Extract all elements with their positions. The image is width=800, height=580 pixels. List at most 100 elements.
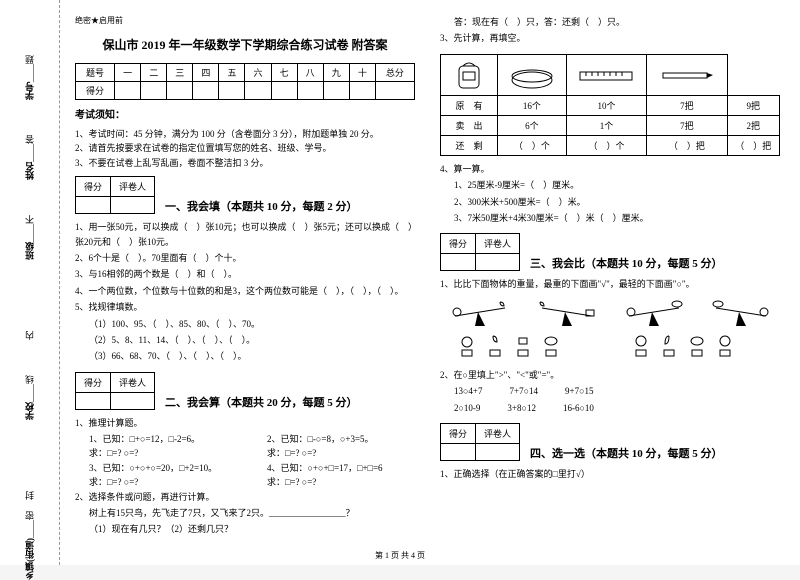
cell: （ ）个 <box>566 135 646 155</box>
page: 学号____题 姓名____答 班级____不 内 学校____线 封 乡镇(街… <box>0 0 800 565</box>
binding-margin: 学号____题 姓名____答 班级____不 内 学校____线 封 乡镇(街… <box>0 0 60 565</box>
cell: 16个 <box>498 95 567 115</box>
marker-cell: 得分 <box>441 423 476 443</box>
shape-group <box>627 332 767 358</box>
th: 十 <box>349 64 375 82</box>
balance-icon <box>619 296 689 328</box>
notice-item: 1、考试时间：45 分钟，满分为 100 分（含卷面分 3 分），附加题单独 2… <box>75 127 415 141</box>
balance-icon <box>445 296 515 328</box>
q2-ans: 答：现在有（ ）只，答：还剩（ ）只。 <box>440 15 780 29</box>
binding-label: 姓名 <box>23 162 36 180</box>
q3b: 2、在○里填上">"、"<"或"="。 13○4+7 7+7○14 9+7○15… <box>440 368 780 417</box>
binding-label: 学号 <box>23 82 36 100</box>
q3b-b: 2○10-9 3+8○12 16-6○10 <box>440 401 780 415</box>
th: 总分 <box>375 64 414 82</box>
part2-title: 二、我会算（本题共 20 分，每题 5 分） <box>165 394 358 410</box>
q2-1-2b: 求：□=? ○=? <box>267 446 415 460</box>
row-label: 得分 <box>76 82 115 100</box>
binding-slot: 姓名____答 <box>23 100 36 180</box>
cell: 9把 <box>727 95 779 115</box>
binding-slot: 乡镇(街道)____密 <box>23 500 36 580</box>
backpack-icon <box>441 54 498 95</box>
cell: 10个 <box>566 95 646 115</box>
q1-5c: （3）66、68、70、（ ）、（ ）、（ ）。 <box>75 349 415 363</box>
q2-2a: 树上有15只鸟，先飞走了7只，又飞来了2只。_________________？ <box>75 506 415 520</box>
q2-3: 3、先计算，再填空。 <box>440 31 780 45</box>
q2-1-1: 1、已知：□+○=12，□-2=6。 <box>89 432 237 446</box>
th: 六 <box>245 64 271 82</box>
part4-title: 四、选一选（本题共 10 分，每题 5 分） <box>530 445 723 461</box>
left-column: 绝密★启用前 保山市 2019 年一年级数学下学期综合练习试卷 附答案 题号 一… <box>75 15 415 555</box>
q2-1-4b: 求：□=? ○=? <box>267 475 415 489</box>
content-columns: 绝密★启用前 保山市 2019 年一年级数学下学期综合练习试卷 附答案 题号 一… <box>60 0 800 565</box>
marker-cell: 得分 <box>441 234 476 254</box>
binding-label: 乡镇(街道) <box>23 538 36 580</box>
notice-item: 2、请首先按要求在试卷的指定位置填写您的姓名、班级、学号。 <box>75 141 415 155</box>
secret-label: 绝密★启用前 <box>75 15 415 26</box>
part-header: 得分评卷人 二、我会算（本题共 20 分，每题 5 分） <box>75 372 415 410</box>
cell: 2把 <box>727 115 779 135</box>
marker-cell: 评卷人 <box>111 372 155 392</box>
notice-title: 考试须知： <box>75 106 415 121</box>
part-header: 得分评卷人 四、选一选（本题共 10 分，每题 5 分） <box>440 423 780 461</box>
balance-row-1 <box>440 296 780 328</box>
cell: 7把 <box>647 115 727 135</box>
q2-1-3b: 求：□=? ○=? <box>89 475 237 489</box>
balance-icon <box>706 296 776 328</box>
q2-1-4: 4、已知：○+○+□=17，□+□=6 <box>267 461 415 475</box>
q2-1-3: 3、已知：○+○+○=20，□+2=10。 <box>89 461 237 475</box>
th: 一 <box>115 64 141 82</box>
binding-slot: 内 <box>23 260 36 340</box>
q4-a: 1、25厘米-9厘米=（ ）厘米。 <box>440 178 780 192</box>
part-header: 得分评卷人 三、我会比（本题共 10 分，每题 5 分） <box>440 233 780 271</box>
q4-b: 2、300米米+500厘米=（ ）米。 <box>440 195 780 209</box>
q2-2b: （1）现在有几只？（2）还剩几只？ <box>75 522 415 536</box>
q2-2: 2、选择条件或问题，再进行计算。 <box>75 490 415 504</box>
cell: （ ）把 <box>647 135 727 155</box>
q1-3: 3、与16相邻的两个数是（ ）和（ ）。 <box>75 267 415 281</box>
th: 二 <box>141 64 167 82</box>
marker-box: 得分评卷人 <box>440 233 520 271</box>
q1-2: 2、6个十是（ ）。70里面有（ ）个十。 <box>75 251 415 265</box>
cell: 1个 <box>566 115 646 135</box>
cell: 6个 <box>498 115 567 135</box>
marker-cell: 得分 <box>76 372 111 392</box>
part3-title: 三、我会比（本题共 10 分，每题 5 分） <box>530 255 723 271</box>
q4-t: 4、算一算。 <box>440 162 780 176</box>
notice-list: 1、考试时间：45 分钟，满分为 100 分（含卷面分 3 分），附加题单独 2… <box>75 127 415 170</box>
th: 八 <box>297 64 323 82</box>
q3-1: 1、比比下面物体的重量，最重的下面画"√"，最轻的下面画"○"。 <box>440 277 780 291</box>
pencilcase-icon <box>498 54 567 95</box>
binding-slot: 学校____线 <box>23 340 36 420</box>
marker-box: 得分评卷人 <box>75 372 155 410</box>
th: 三 <box>167 64 193 82</box>
marker-box: 得分评卷人 <box>75 176 155 214</box>
q1-4: 4、一个两位数，个位数与十位数的和是3，这个两位数可能是（ ），（ ），（ ）。 <box>75 284 415 298</box>
binding-label: 班级 <box>23 242 36 260</box>
balance-icon <box>532 296 602 328</box>
q1: 1、用一张50元，可以换成（ ）张10元；也可以换成（ ）张5元；还可以换成（ … <box>75 220 415 366</box>
th: 九 <box>323 64 349 82</box>
ruler-icon <box>566 54 646 95</box>
cell: 原 有 <box>441 95 498 115</box>
marker-cell: 评卷人 <box>111 177 155 197</box>
q2-1-2: 2、已知：□-○=8，○+3=5。 <box>267 432 415 446</box>
q1-5a: （1）100、95、（ ）、85、80、（ ）、70。 <box>75 317 415 331</box>
cell: 7把 <box>647 95 727 115</box>
q1-5: 5、找规律填数。 <box>75 300 415 314</box>
exam-title: 保山市 2019 年一年级数学下学期综合练习试卷 附答案 <box>75 36 415 53</box>
cell: 还 剩 <box>441 135 498 155</box>
shape-group <box>453 332 593 358</box>
page-number: 第 1 页 共 4 页 <box>375 550 425 561</box>
q4-c: 3、7米50厘米+4米30厘米=（ ）米（ ）厘米。 <box>440 211 780 225</box>
notice-item: 3、不要在试卷上乱写乱画，卷面不整洁扣 3 分。 <box>75 156 415 170</box>
q3: 1、比比下面物体的重量，最重的下面画"√"，最轻的下面画"○"。 <box>440 277 780 361</box>
cell: 卖 出 <box>441 115 498 135</box>
marker-box: 得分评卷人 <box>440 423 520 461</box>
q3b-t: 2、在○里填上">"、"<"或"="。 <box>440 368 780 382</box>
q4calc: 4、算一算。 1、25厘米-9厘米=（ ）厘米。 2、300米米+500厘米=（… <box>440 162 780 228</box>
binding-slot: 班级____不 <box>23 180 36 260</box>
marker-cell: 评卷人 <box>476 234 520 254</box>
th: 五 <box>219 64 245 82</box>
part-header: 得分评卷人 一、我会填（本题共 10 分，每题 2 分） <box>75 176 415 214</box>
